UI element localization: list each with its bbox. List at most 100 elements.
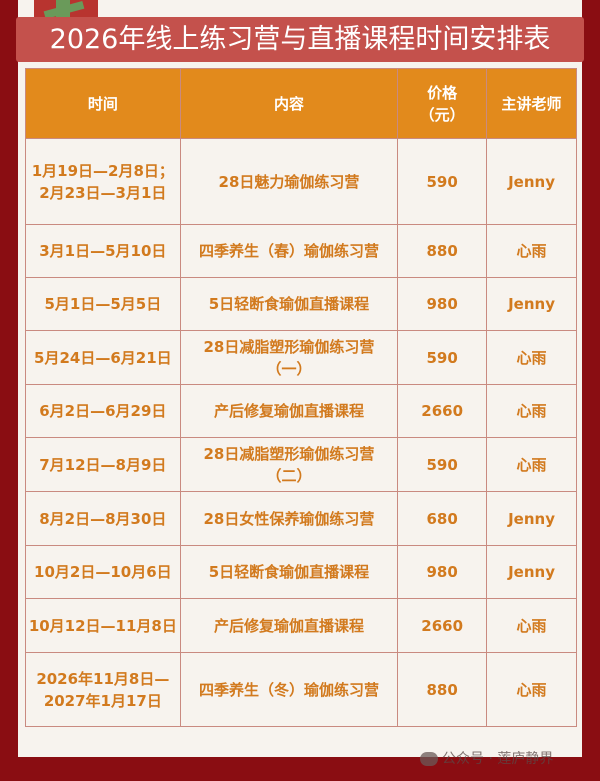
teacher-cell-text: 心雨 <box>516 616 547 635</box>
price-cell-text: 680 <box>426 509 458 528</box>
time-cell: 6月2日—6月29日 <box>25 384 181 438</box>
time-cell: 2026年11月8日— 2027年1月17日 <box>25 652 181 727</box>
content-cell-text: 5日轻断食瑜伽直播课程 <box>208 563 370 581</box>
content-cell-text: 28日魅力瑜伽练习营 <box>218 172 360 191</box>
table-row: 5月1日—5月5日 5日轻断食瑜伽直播课程 980 Jenny <box>25 277 577 331</box>
teacher-cell: Jenny <box>486 138 577 225</box>
content-cell: 产后修复瑜伽直播课程 <box>179 384 399 438</box>
content-cell-text: 产后修复瑜伽直播课程 <box>213 616 364 635</box>
teacher-cell-text: Jenny <box>508 295 555 313</box>
schedule-table: 时间 内容 价格 （元） 主讲老师 1月19日—2月8日； 2月23日—3月1日 28… <box>25 68 577 727</box>
time-cell-text: 2027年1月17日 <box>43 691 162 710</box>
teacher-cell: 心雨 <box>486 330 577 385</box>
time-cell: 3月1日—5月10日 <box>25 224 181 278</box>
teacher-cell: 心雨 <box>486 384 577 438</box>
price-cell: 2660 <box>397 384 488 438</box>
time-cell-text: 5月1日—5月5日 <box>44 295 162 313</box>
time-cell-text: 7月12日—8月9日 <box>39 455 167 474</box>
teacher-cell: 心雨 <box>486 224 577 278</box>
table-row: 7月12日—8月9日 28日减脂塑形瑜伽练习营 （二） 590 心雨 <box>25 437 577 492</box>
time-cell: 5月1日—5月5日 <box>25 277 181 331</box>
teacher-cell: 心雨 <box>486 652 577 727</box>
content-cell-text: （二） <box>266 466 312 485</box>
price-cell-text: 880 <box>426 242 458 260</box>
price-cell: 590 <box>397 330 488 385</box>
price-cell-text: 980 <box>426 563 458 581</box>
time-cell: 1月19日—2月8日； 2月23日—3月1日 <box>25 138 181 225</box>
teacher-cell: Jenny <box>486 277 577 331</box>
price-cell: 680 <box>397 491 488 546</box>
time-cell-text: 10月2日—10月6日 <box>34 563 172 581</box>
content-cell-text: 四季养生（春）瑜伽练习营 <box>198 242 379 260</box>
teacher-cell-text: Jenny <box>508 563 555 581</box>
teacher-cell-text: Jenny <box>508 172 555 191</box>
price-cell-text: 590 <box>426 348 458 367</box>
content-cell-text: 28日女性保养瑜伽练习营 <box>203 509 375 528</box>
content-cell: 四季养生（冬）瑜伽练习营 <box>179 652 399 727</box>
watermark: 公众号 · 莲庐静界 <box>420 748 553 768</box>
content-cell: 28日减脂塑形瑜伽练习营 （一） <box>179 330 399 385</box>
price-cell: 980 <box>397 545 488 599</box>
table-row: 5月24日—6月21日 28日减脂塑形瑜伽练习营 （一） 590 心雨 <box>25 330 577 385</box>
price-cell-text: 2660 <box>421 402 464 420</box>
content-cell-text: 产后修复瑜伽直播课程 <box>213 402 364 420</box>
time-cell-text: 10月12日—11月8日 <box>28 616 177 635</box>
time-cell-text: 8月2日—8月30日 <box>39 509 167 528</box>
teacher-cell-text: 心雨 <box>516 455 547 474</box>
time-cell-text: 3月1日—5月10日 <box>39 242 167 260</box>
content-cell: 产后修复瑜伽直播课程 <box>179 598 399 653</box>
teacher-cell: Jenny <box>486 545 577 599</box>
time-cell-text: 6月2日—6月29日 <box>39 402 167 420</box>
header-price: 价格 （元） <box>397 68 488 139</box>
content-cell-text: 28日减脂塑形瑜伽练习营 <box>203 444 375 463</box>
teacher-cell-text: 心雨 <box>516 680 547 699</box>
content-cell-text: 四季养生（冬）瑜伽练习营 <box>198 680 379 699</box>
price-cell: 980 <box>397 277 488 331</box>
table-row: 2026年11月8日— 2027年1月17日 四季养生（冬）瑜伽练习营 880 心雨 <box>25 652 577 727</box>
teacher-cell-text: 心雨 <box>516 402 547 420</box>
watermark-text: 公众号 · 莲庐静界 <box>442 751 554 767</box>
header-time: 时间 <box>25 68 181 139</box>
content-cell-text: （一） <box>266 359 312 378</box>
table-row: 3月1日—5月10日 四季养生（春）瑜伽练习营 880 心雨 <box>25 224 577 278</box>
price-cell: 880 <box>397 652 488 727</box>
price-cell: 880 <box>397 224 488 278</box>
header-price-label: 价格 <box>427 83 458 102</box>
content-cell: 5日轻断食瑜伽直播课程 <box>179 545 399 599</box>
table-row: 10月12日—11月8日 产后修复瑜伽直播课程 2660 心雨 <box>25 598 577 653</box>
header-price-unit: （元） <box>419 105 465 124</box>
header-content: 内容 <box>179 68 399 139</box>
time-cell: 8月2日—8月30日 <box>25 491 181 546</box>
price-cell-text: 980 <box>426 295 458 313</box>
time-cell-text: 2月23日—3月1日 <box>39 183 167 202</box>
table-header: 时间 内容 价格 （元） 主讲老师 <box>25 68 577 139</box>
price-cell-text: 590 <box>426 172 458 191</box>
time-cell: 5月24日—6月21日 <box>25 330 181 385</box>
teacher-cell-text: 心雨 <box>516 348 547 367</box>
teacher-cell-text: 心雨 <box>516 242 547 260</box>
time-cell: 10月2日—10月6日 <box>25 545 181 599</box>
teacher-cell: 心雨 <box>486 437 577 492</box>
table-row: 1月19日—2月8日； 2月23日—3月1日 28日魅力瑜伽练习营 590 Jenny <box>25 138 577 225</box>
table-row: 10月2日—10月6日 5日轻断食瑜伽直播课程 980 Jenny <box>25 545 577 599</box>
teacher-cell: Jenny <box>486 491 577 546</box>
time-cell-text: 2026年11月8日— <box>36 669 170 688</box>
time-cell: 7月12日—8月9日 <box>25 437 181 492</box>
content-cell-text: 28日减脂塑形瑜伽练习营 <box>203 337 375 356</box>
teacher-cell: 心雨 <box>486 598 577 653</box>
table-row: 8月2日—8月30日 28日女性保养瑜伽练习营 680 Jenny <box>25 491 577 546</box>
time-cell-text: 5月24日—6月21日 <box>34 348 172 367</box>
time-cell: 10月12日—11月8日 <box>25 598 181 653</box>
content-cell: 5日轻断食瑜伽直播课程 <box>179 277 399 331</box>
content-cell: 四季养生（春）瑜伽练习营 <box>179 224 399 278</box>
wechat-icon <box>420 752 438 766</box>
time-cell-text: 1月19日—2月8日； <box>31 161 174 180</box>
price-cell: 590 <box>397 437 488 492</box>
content-cell: 28日减脂塑形瑜伽练习营 （二） <box>179 437 399 492</box>
table-row: 6月2日—6月29日 产后修复瑜伽直播课程 2660 心雨 <box>25 384 577 438</box>
header-teacher: 主讲老师 <box>486 68 577 139</box>
content-cell: 28日魅力瑜伽练习营 <box>179 138 399 225</box>
price-cell: 590 <box>397 138 488 225</box>
teacher-cell-text: Jenny <box>508 509 555 528</box>
page-title: 2026年线上练习营与直播课程时间安排表 <box>16 17 584 62</box>
